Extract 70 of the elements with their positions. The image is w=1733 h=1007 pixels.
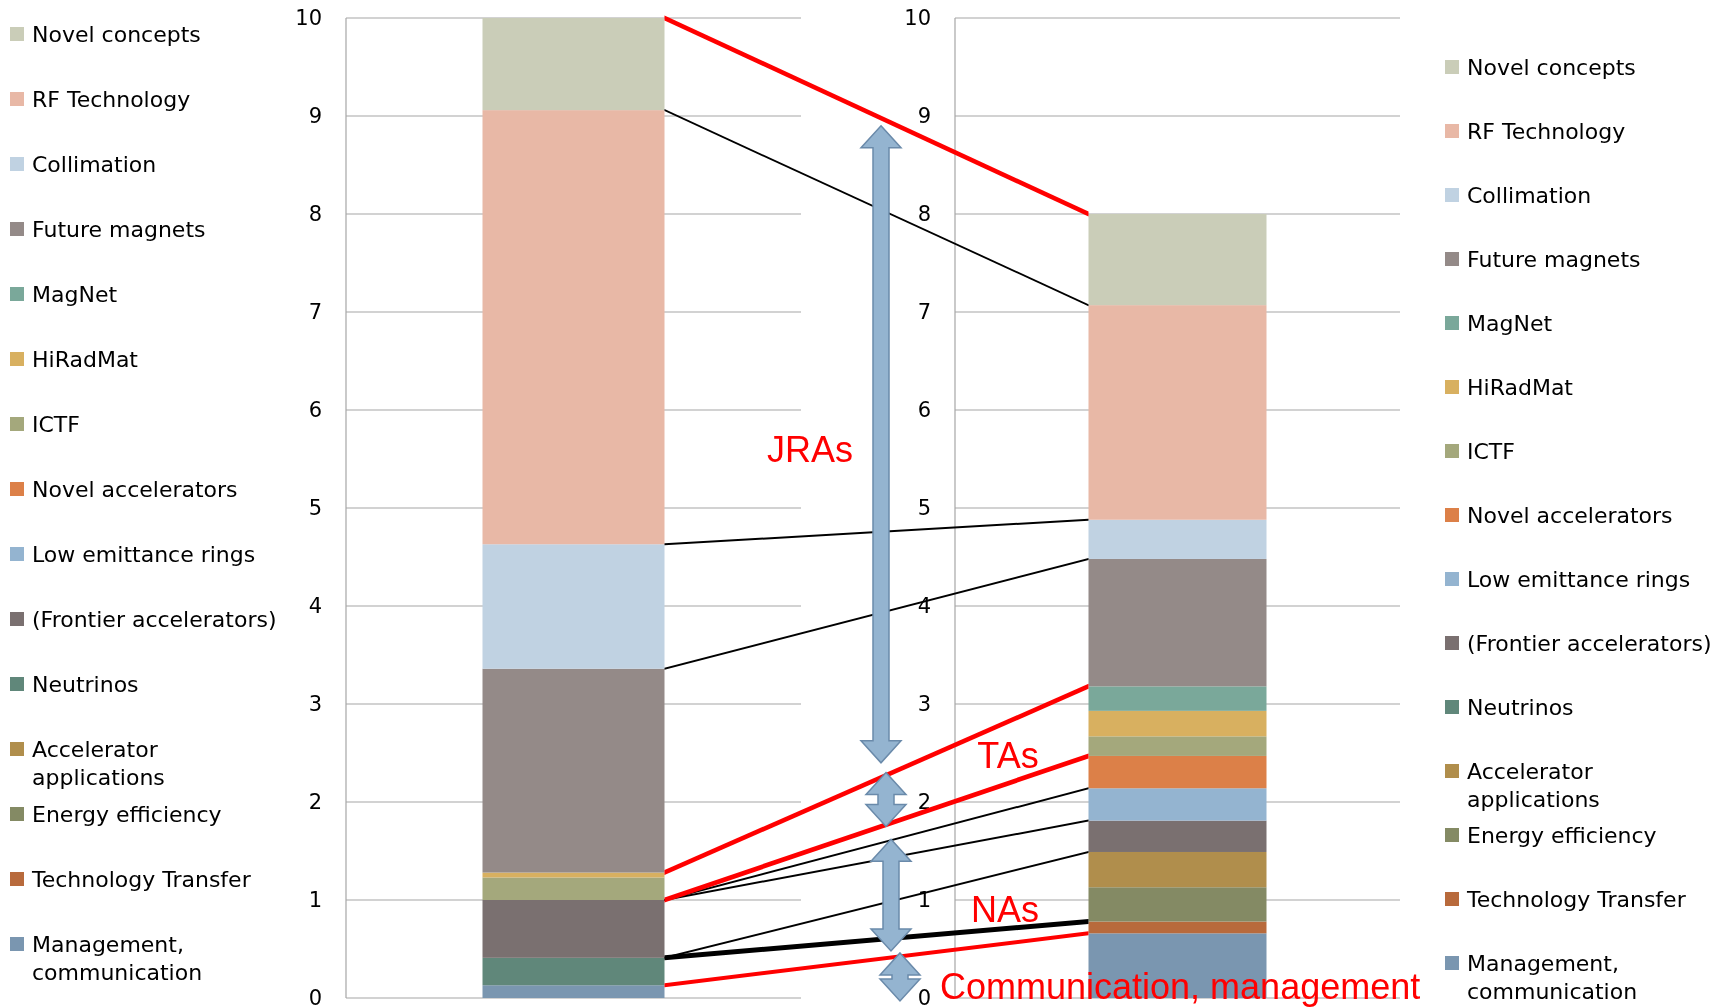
y-tick-label: 3 [308,692,322,717]
legend-label: Accelerator applications [32,736,165,791]
bar [1088,755,1267,789]
bar [482,18,665,111]
y-tick-label: 0 [917,986,931,1007]
legend-label: MagNet [32,281,118,307]
legend-label: Management, communication [1467,950,1638,1005]
annotation: NAs [970,889,1040,931]
y-tick-label: 8 [917,202,931,227]
legend-label: Collimation [1467,182,1592,208]
legend-label: Novel concepts [1467,54,1636,80]
legend-label: Novel concepts [32,21,201,47]
legend-label: Low emittance rings [32,541,256,567]
y-tick-label: 1 [308,888,322,913]
y-tick-label: 4 [308,594,322,619]
bar [1088,820,1267,852]
legend-label: Low emittance rings [1467,566,1691,592]
legend-label: ICTF [32,411,80,437]
legend-label: Neutrinos [32,671,139,697]
bar [482,957,665,986]
y-tick-label: 7 [917,300,931,325]
y-tick-label: 3 [917,692,931,717]
legend-label: Accelerator applications [1467,758,1600,813]
y-tick-label: 10 [295,6,322,31]
legend-label: RF Technology [1467,118,1626,144]
bar [1088,305,1267,520]
bar [1088,710,1267,737]
y-tick-label: 5 [917,496,931,521]
bar [482,110,665,545]
bar [1088,851,1267,888]
legend-label: Energy efficiency [32,801,222,827]
y-tick-label: 0 [308,986,322,1007]
bar [482,985,665,998]
bar [1088,736,1267,756]
bar [1088,887,1267,922]
legend-label: Technology Transfer [31,866,252,892]
y-tick-label: 10 [904,6,931,31]
bar [1088,788,1267,821]
legend-label: (Frontier accelerators) [1467,630,1712,656]
legend-label: Neutrinos [1467,694,1574,720]
legend-label: Novel accelerators [1467,502,1673,528]
y-tick-label: 8 [308,202,322,227]
legend-label: RF Technology [32,86,191,112]
bar [1088,214,1267,306]
bar [482,877,665,900]
annotation: JRAs [766,428,854,470]
y-tick-label: 6 [917,398,931,423]
bar [1088,921,1267,934]
legend-label: ICTF [1467,438,1515,464]
y-tick-label: 5 [308,496,322,521]
legend-label: Collimation [32,151,157,177]
bar [1088,686,1267,711]
legend-label: HiRadMat [32,346,139,372]
legend-label: MagNet [1467,310,1553,336]
y-tick-label: 9 [917,104,931,129]
legend-label: Management, communication [32,931,203,986]
legend-label: (Frontier accelerators) [32,606,277,632]
y-tick-label: 6 [308,398,322,423]
legend-label: Novel accelerators [32,476,238,502]
legend-label: Energy efficiency [1467,822,1657,848]
y-tick-label: 7 [308,300,322,325]
annotation: Communication, management [940,965,1421,1007]
y-tick-label: 9 [308,104,322,129]
legend-label: Future magnets [1467,246,1641,272]
legend-label: HiRadMat [1467,374,1574,400]
y-tick-label: 2 [917,790,931,815]
legend-label: Future magnets [32,216,206,242]
annotation: TAs [977,734,1039,776]
legend-label: Technology Transfer [1466,886,1687,912]
y-tick-label: 2 [308,790,322,815]
